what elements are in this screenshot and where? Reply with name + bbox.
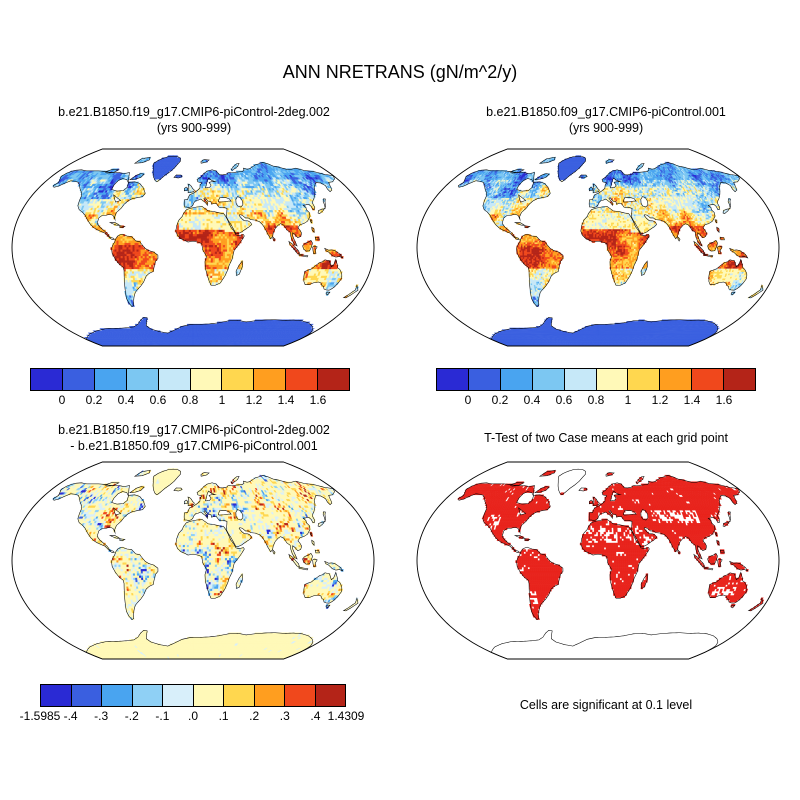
colorbar-tick-label: 0.4: [117, 393, 135, 407]
colorbar-segment: [318, 369, 350, 390]
map-canvas-diff: [8, 458, 378, 663]
colorbar-segment: [102, 685, 133, 706]
colorbar-segment: [94, 369, 127, 390]
colorbar-segment: [532, 369, 565, 390]
colorbar-segment: [692, 369, 725, 390]
colorbar-segment: [315, 685, 345, 706]
colorbar-segment: [286, 369, 319, 390]
panel-title-case2: b.e21.B1850.f09_g17.CMIP6-piControl.001 …: [414, 104, 798, 136]
colorbar-segment: [71, 685, 102, 706]
colorbar-tick-label: -.2: [124, 709, 139, 723]
colorbar-tick-label: 1.4: [683, 393, 701, 407]
colorbar-segment: [193, 685, 224, 706]
colorbar-segment: [596, 369, 629, 390]
map-canvas-ttest: [413, 458, 783, 663]
colorbar-tick-label: 0.8: [587, 393, 605, 407]
panel-title-diff-line2: - b.e21.B1850.f09_g17.CMIP6-piControl.00…: [70, 439, 318, 453]
colorbar-tick-label: 1: [218, 393, 226, 407]
colorbar-segment: [564, 369, 597, 390]
colorbar-tick-label: -.3: [94, 709, 109, 723]
colorbar-tick-label: 1: [624, 393, 632, 407]
panel-title-ttest: T-Test of two Case means at each grid po…: [414, 430, 798, 446]
colorbar-segment: [628, 369, 661, 390]
panel-title-case2-line1: b.e21.B1850.f09_g17.CMIP6-piControl.001: [486, 105, 726, 119]
colorbar-boxes: [40, 684, 346, 707]
colorbar-mean-left: 0 0.2 0.4 0.6 0.8 1 1.2 1.4 1.6: [30, 368, 350, 412]
colorbar-tick-label: 0.2: [85, 393, 103, 407]
colorbar-tick-label: 1.6: [715, 393, 733, 407]
colorbar-tick-label: 1.4309: [327, 709, 365, 723]
colorbar-tick-label: .2: [249, 709, 260, 723]
map-canvas-case1: [8, 145, 378, 350]
colorbar-tick-label: 1.2: [651, 393, 669, 407]
colorbar-tick-label: 0.6: [149, 393, 167, 407]
colorbar-segment: [158, 369, 191, 390]
panel-title-diff-line1: b.e21.B1850.f19_g17.CMIP6-piControl-2deg…: [58, 423, 330, 437]
colorbar-tick-label: 0.6: [555, 393, 573, 407]
colorbar-segment: [163, 685, 194, 706]
colorbar-tick-label: 0: [464, 393, 472, 407]
figure-title: ANN NRETRANS (gN/m^2/y): [282, 62, 518, 82]
colorbar-segment: [222, 369, 255, 390]
colorbar-diff: -1.5985 -.4 -.3 -.2 -.1 .0 .1 .2 .3 .4 1.4309: [20, 684, 364, 728]
colorbar-segment: [285, 685, 316, 706]
colorbar-tick-label: 0.8: [181, 393, 199, 407]
panel-title-diff: b.e21.B1850.f19_g17.CMIP6-piControl-2deg…: [2, 422, 386, 454]
colorbar-tick-label: 0.4: [523, 393, 541, 407]
colorbar-tick-label: 1.4: [277, 393, 295, 407]
panel-title-ttest-line1: T-Test of two Case means at each grid po…: [484, 431, 728, 445]
colorbar-tick-label: -.1: [155, 709, 170, 723]
colorbar-tick-label: .3: [279, 709, 290, 723]
colorbar-segment: [254, 369, 287, 390]
colorbar-tick-label: -1.5985: [19, 709, 61, 723]
colorbar-tick-label: 0.2: [491, 393, 509, 407]
colorbar-tick-label: 0: [58, 393, 66, 407]
colorbar-segment: [660, 369, 693, 390]
colorbar-segment: [132, 685, 163, 706]
colorbar-segment: [31, 369, 63, 390]
panel-title-case2-line2: (yrs 900-999): [568, 121, 644, 135]
colorbar-tick-label: .1: [218, 709, 229, 723]
colorbar-mean-right: 0 0.2 0.4 0.6 0.8 1 1.2 1.4 1.6: [436, 368, 756, 412]
colorbar-segment: [190, 369, 223, 390]
colorbar-segment: [468, 369, 501, 390]
colorbar-boxes: [436, 368, 756, 391]
colorbar-segment: [224, 685, 255, 706]
ttest-caption: Cells are significant at 0.1 level: [519, 698, 693, 712]
colorbar-boxes: [30, 368, 350, 391]
colorbar-segment: [724, 369, 756, 390]
panel-title-case1-line1: b.e21.B1850.f19_g17.CMIP6-piControl-2deg…: [58, 105, 330, 119]
colorbar-segment: [437, 369, 469, 390]
colorbar-segment: [254, 685, 285, 706]
map-canvas-case2: [413, 145, 783, 350]
colorbar-tick-label: .0: [187, 709, 199, 723]
colorbar-segment: [500, 369, 533, 390]
colorbar-tick-label: -.4: [63, 709, 78, 723]
colorbar-tick-label: 1.6: [309, 393, 327, 407]
colorbar-segment: [41, 685, 72, 706]
colorbar-tick-label: 1.2: [245, 393, 263, 407]
colorbar-tick-label: .4: [310, 709, 321, 723]
panel-title-case1-line2: (yrs 900-999): [156, 121, 232, 135]
panel-title-case1: b.e21.B1850.f19_g17.CMIP6-piControl-2deg…: [2, 104, 386, 136]
colorbar-segment: [126, 369, 159, 390]
colorbar-segment: [62, 369, 95, 390]
